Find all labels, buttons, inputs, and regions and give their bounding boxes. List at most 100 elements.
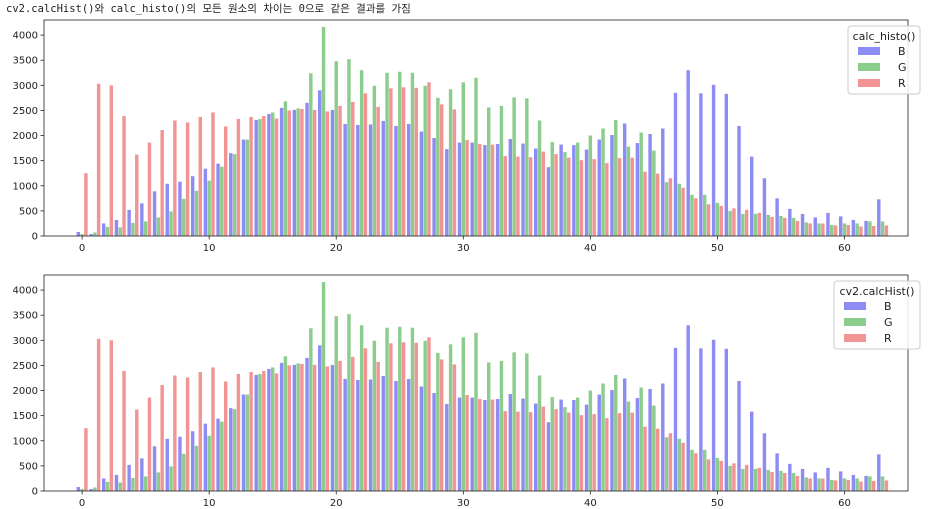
bar-r-24 [389,343,393,491]
bar-g-10 [207,180,211,236]
bar-g-6 [156,472,161,491]
bar-b-10 [203,168,208,236]
bar-r-9 [198,371,202,491]
bar-g-53 [753,213,758,236]
bar-g-56 [791,217,796,236]
bar-g-50 [715,202,720,236]
bar-r-43 [630,157,634,236]
bar-b-54 [762,433,767,491]
bar-g-12 [232,154,237,236]
bar-b-33 [495,399,500,491]
x-tick-label: 10 [203,243,216,254]
bar-b-31 [470,397,474,491]
bar-b-61 [851,474,856,491]
bar-r-52 [744,209,749,236]
bar-g-62 [868,476,872,491]
x-tick-label: 40 [584,498,597,509]
bar-r-54 [770,471,774,491]
bar-r-48 [694,198,698,236]
y-tick-label: 0 [32,487,38,498]
bar-r-51 [732,463,736,491]
bar-g-59 [830,479,834,491]
bar-g-0 [80,488,84,491]
bar-r-33 [503,156,507,236]
bar-g-33 [499,360,504,491]
bar-g-63 [880,476,885,491]
bar-g-18 [309,73,313,236]
bar-g-38 [563,407,567,491]
bar-r-7 [173,375,177,491]
y-tick-label: 3000 [13,336,38,347]
bar-r-33 [503,411,507,491]
bar-g-21 [347,314,351,491]
bar-r-48 [694,453,698,491]
bar-g-14 [258,118,262,236]
bar-b-58 [813,472,817,491]
bar-b-26 [406,123,411,236]
x-tick-label: 40 [584,243,597,254]
bar-g-29 [448,89,453,236]
bar-g-61 [855,478,859,491]
bar-g-53 [753,468,758,491]
bar-r-57 [808,478,812,491]
bar-r-4 [135,154,139,236]
bar-g-26 [410,72,415,237]
bar-g-32 [486,107,491,237]
bar-g-44 [639,387,643,491]
bar-r-3 [122,115,126,236]
bar-b-63 [877,454,881,491]
bar-b-9 [190,176,195,236]
bar-r-5 [147,397,152,491]
bar-g-20 [334,61,338,236]
bar-b-16 [279,107,284,236]
bar-b-30 [457,142,462,236]
bar-r-26 [414,87,418,236]
bar-b-26 [406,378,411,491]
bar-g-47 [677,183,682,236]
bar-g-46 [664,182,669,236]
bar-b-20 [330,364,335,491]
x-tick-label: 30 [457,243,470,254]
bar-b-39 [572,400,576,491]
bar-r-32 [490,144,495,236]
x-tick-label: 20 [330,243,343,254]
bar-b-47 [673,347,678,491]
y-tick-label: 2000 [13,131,38,142]
bar-b-24 [381,375,385,491]
bar-g-47 [677,438,682,491]
bar-r-50 [719,205,723,236]
bar-b-11 [216,418,220,491]
bar-b-51 [724,93,729,236]
bar-r-19 [325,111,330,236]
bar-b-1 [89,488,93,491]
bar-b-40 [584,404,589,491]
bar-b-61 [851,219,856,236]
bar-r-11 [223,126,228,236]
bar-r-49 [706,204,711,236]
bar-g-17 [296,108,300,236]
bar-b-53 [750,156,754,236]
bar-b-6 [152,191,157,236]
bar-b-0 [76,231,81,236]
bar-g-58 [817,223,821,236]
bar-g-25 [398,71,402,237]
bar-r-15 [274,118,279,236]
legend-swatch-g [844,318,866,326]
bar-r-55 [783,217,787,236]
bar-b-62 [864,475,868,491]
bar-g-20 [334,316,338,491]
bar-b-50 [711,339,716,491]
bar-b-38 [559,144,563,236]
bar-g-63 [880,221,885,236]
bar-r-10 [211,367,215,491]
bar-g-52 [741,468,745,491]
bar-b-60 [838,216,843,236]
bar-b-22 [356,379,360,491]
bar-g-14 [258,373,262,491]
bar-r-27 [427,337,431,491]
bar-b-22 [356,124,360,236]
axes-frame [43,19,909,237]
bar-r-45 [655,428,660,491]
bar-g-58 [817,478,821,491]
